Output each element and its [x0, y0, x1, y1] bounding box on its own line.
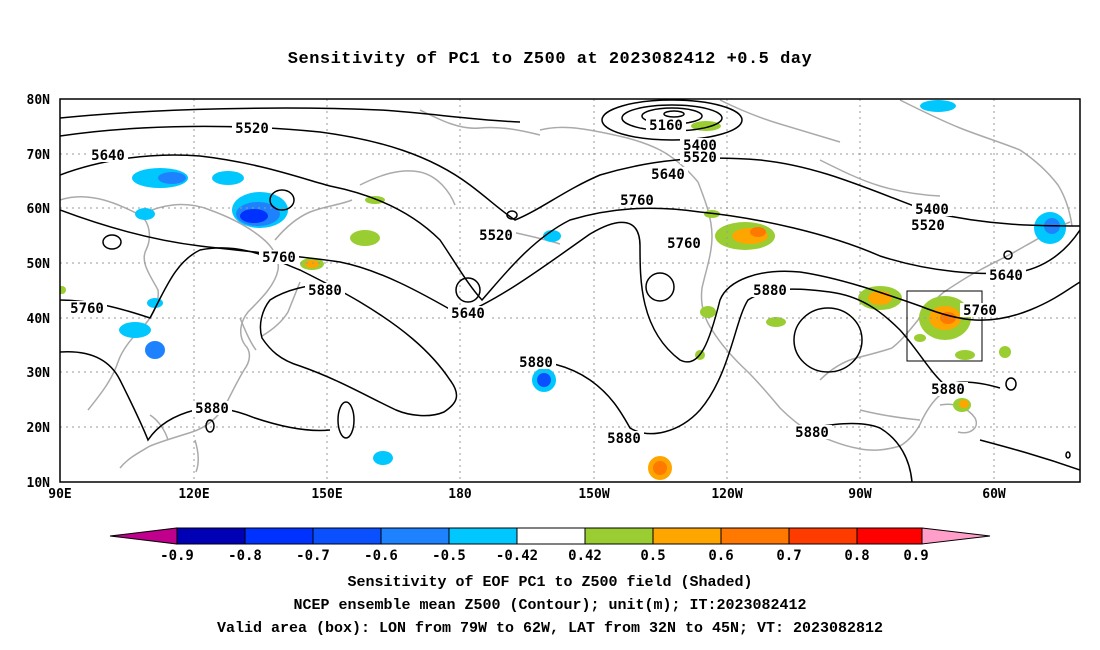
colorbar-segment [788, 527, 858, 545]
colorbar-segment [856, 527, 923, 545]
colorbar-tick: 0.8 [844, 548, 869, 564]
latitude-labels: 80N 70N 60N 50N 40N 30N 20N 10N [27, 93, 51, 491]
contour-label: 5640 [651, 167, 685, 183]
valid-area-box [906, 290, 983, 362]
contour-label: 5880 [195, 401, 229, 417]
lon-label: 120W [711, 487, 742, 502]
contour-label: 5880 [931, 382, 965, 398]
contour-label: 5880 [795, 425, 829, 441]
colorbar-tick: -0.8 [228, 548, 262, 564]
contour-label: 5760 [667, 236, 701, 252]
colorbar-segment [720, 527, 790, 545]
contour-label: 5760 [262, 250, 296, 266]
contour-label: 5880 [607, 431, 641, 447]
contour-label: 5520 [479, 228, 513, 244]
colorbar-segment [244, 527, 314, 545]
lat-label: 70N [27, 148, 51, 163]
contour-label: 5160 [649, 118, 683, 134]
colorbar-tick: -0.7 [296, 548, 330, 564]
lat-label: 30N [27, 366, 51, 381]
longitude-labels: 90E 120E 150E 180 150W 120W 90W 60W [48, 487, 1006, 502]
lat-label: 20N [27, 421, 51, 436]
colorbar-segment [176, 527, 246, 545]
contour-label: 5520 [911, 218, 945, 234]
lat-label: 40N [27, 312, 51, 327]
contour-label: 5640 [91, 148, 125, 164]
contour-label: 5640 [451, 306, 485, 322]
colorbar-left-arrow [109, 527, 178, 545]
caption-contour: NCEP ensemble mean Z500 (Contour); unit(… [293, 597, 807, 614]
contour-labels: 5520 5640 5760 5760 5880 5880 5880 5160 … [67, 118, 1026, 447]
lat-label: 50N [27, 257, 51, 272]
colorbar-tick: 0.9 [903, 548, 928, 564]
lat-label: 10N [27, 476, 51, 491]
sensitivity-shading [60, 100, 1066, 480]
colorbar-segment [516, 527, 586, 545]
lon-label: 90W [848, 487, 872, 502]
caption-shading: Sensitivity of EOF PC1 to Z500 field (Sh… [347, 574, 753, 591]
contour-label: 5520 [683, 150, 717, 166]
colorbar-tick: -0.6 [364, 548, 398, 564]
colorbar-ticks: -0.9 -0.8 -0.7 -0.6 -0.5 -0.42 0.42 0.5 … [160, 548, 929, 564]
caption-valid-area: Valid area (box): LON from 79W to 62W, L… [216, 620, 884, 637]
contour-label: 5760 [620, 193, 654, 209]
gridlines [60, 99, 1080, 482]
colorbar-tick: -0.42 [496, 548, 538, 564]
colorbar-segment [652, 527, 722, 545]
map-title: Sensitivity of PC1 to Z500 at 2023082412… [287, 50, 813, 69]
lon-label: 180 [448, 487, 472, 502]
colorbar-tick: 0.7 [776, 548, 801, 564]
colorbar-tick: 0.6 [708, 548, 733, 564]
colorbar-segment [448, 527, 518, 545]
lon-label: 120E [178, 487, 209, 502]
colorbar-segment [380, 527, 450, 545]
colorbar-tick: -0.9 [160, 548, 194, 564]
lon-label: 60W [982, 487, 1006, 502]
colorbar-segment [312, 527, 382, 545]
lat-label: 60N [27, 202, 51, 217]
contour-label: 5640 [989, 268, 1023, 284]
lon-label: 90E [48, 487, 71, 502]
colorbar [109, 527, 991, 545]
lat-label: 80N [27, 93, 51, 108]
colorbar-right-arrow [921, 527, 991, 545]
contour-label: 5880 [519, 355, 553, 371]
contour-label: 5520 [235, 121, 269, 137]
plot-frame [59, 98, 1081, 483]
colorbar-tick: -0.5 [432, 548, 466, 564]
lon-label: 150E [311, 487, 342, 502]
colorbar-tick: 0.42 [568, 548, 602, 564]
contour-label: 5760 [70, 301, 104, 317]
contour-label: 5760 [963, 303, 997, 319]
lon-label: 150W [578, 487, 609, 502]
contour-label: 5880 [308, 283, 342, 299]
contour-label: 5880 [753, 283, 787, 299]
colorbar-tick: 0.5 [640, 548, 665, 564]
colorbar-segment [584, 527, 654, 545]
contour-label: 5400 [915, 202, 949, 218]
